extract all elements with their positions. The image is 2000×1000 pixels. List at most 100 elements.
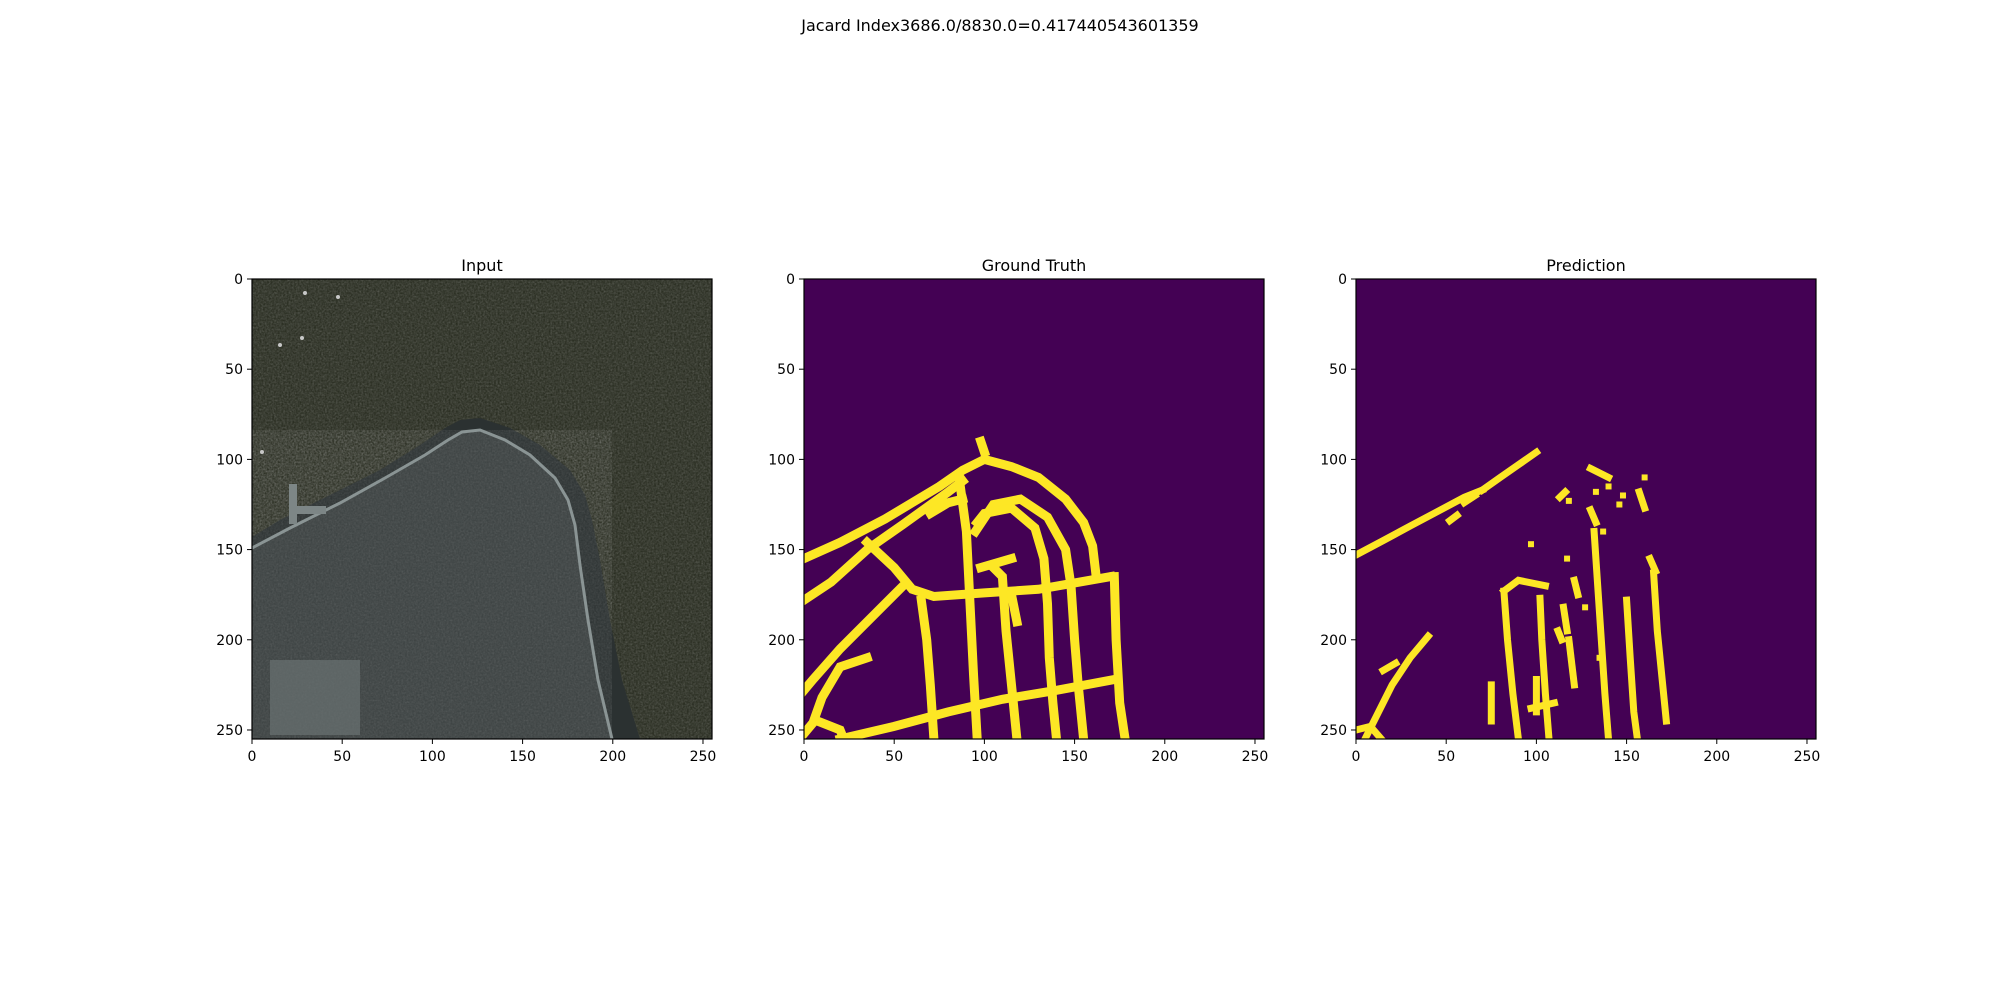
pier-deck [296,506,326,514]
input-x-tick-label: 100 [419,749,446,765]
ground-truth-road-segment [969,494,1089,739]
prediction-mask-speck [1619,492,1626,499]
ground-truth-road-segment [954,472,982,739]
prediction-road-segment [1585,463,1614,483]
prediction-road-segment [1477,447,1542,495]
prediction-road-segment [1634,487,1650,513]
prediction-road-segment [1645,553,1661,576]
ground-truth-x-tick-label: 200 [1151,749,1178,765]
prediction-road-segment [1585,505,1601,528]
ground-truth-road-segment [804,652,873,739]
prediction-mask-speck [1527,541,1534,548]
ground-truth-axes-frame [803,278,1265,740]
prediction-mask-speck [1592,488,1599,495]
prediction-mask-speck [1582,604,1589,611]
ground-truth-mask [804,435,1130,739]
panel-ground-truth: Ground Truth [804,256,1264,739]
prediction-x-tick-label: 150 [1613,749,1640,765]
prediction-mask-speck [1564,555,1571,562]
boat [260,450,264,454]
prediction-mask-speck [1641,474,1648,481]
prediction-mask-speck [1565,497,1572,504]
prediction-road-segment [1356,485,1487,559]
prediction-x-tick-label: 200 [1703,749,1730,765]
panel-title-ground-truth: Ground Truth [982,256,1087,275]
ground-truth-road-segment [987,561,1022,739]
input-y-tick-label: 250 [216,723,243,739]
figure-suptitle: Jacard Index3686.0/8830.0=0.417440543601… [801,16,1199,35]
ground-truth-road-segment [860,536,1116,602]
prediction-mask-speck [1596,654,1603,661]
prediction-road-segment [1590,527,1613,739]
prediction-road-segment [1622,596,1641,739]
prediction-mask-speck [1616,501,1623,508]
prediction-road-segment [1499,576,1550,596]
ground-truth-road-segment [924,493,969,520]
ground-truth-road-segment [804,454,1102,582]
prediction-y-tick-label: 100 [1320,452,1347,468]
ground-truth-x-tick-label: 100 [971,749,998,765]
prediction-road-segment [1553,626,1567,645]
coastal-road [252,428,614,739]
input-x-tick-label: 200 [599,749,626,765]
prediction-y-tick-label: 250 [1320,723,1347,739]
prediction-y-tick-label: 0 [1338,272,1347,288]
boat [303,291,307,295]
input-y-tick-label: 200 [216,633,243,649]
prediction-road-segment [1649,569,1671,725]
input-y-tick-label: 50 [225,362,243,378]
ground-truth-road-segment [975,553,1018,574]
ground-truth-road-segment [804,579,910,697]
ground-truth-x-tick-label: 50 [885,749,903,765]
ground-truth-road-segment [1109,571,1130,739]
panel-title-prediction: Prediction [1546,256,1625,275]
prediction-background [1356,279,1816,739]
input-x-tick-label: 0 [248,749,257,765]
prediction-road-segment [1565,635,1579,689]
ground-truth-road-segment [1006,589,1023,627]
prediction-mask-speck [1605,483,1612,490]
prediction-y-tick-label: 200 [1320,633,1347,649]
boat [336,295,340,299]
prediction-axes-frame [1355,278,1817,740]
input-y-tick-label: 100 [216,452,243,468]
ground-truth-y-tick-label: 150 [768,543,795,559]
prediction-road-segment [1570,576,1583,599]
ground-truth-road-segment [816,716,849,739]
input-axes-frame [251,278,713,740]
panel-input: Input [252,256,712,739]
input-satellite-image [252,279,712,739]
prediction-y-tick-label: 150 [1320,543,1347,559]
ground-truth-x-tick-label: 250 [1242,749,1269,765]
boat [278,343,282,347]
ground-truth-x-tick-label: 150 [1061,749,1088,765]
prediction-road-segment [1378,658,1401,676]
prediction-road-segment [1459,490,1480,508]
parking-lot [270,660,360,735]
prediction-y-tick-label: 50 [1329,362,1347,378]
ground-truth-y-tick-label: 0 [786,272,795,288]
panel-prediction: Prediction [1356,256,1816,739]
ground-truth-y-tick-label: 100 [768,452,795,468]
ground-truth-road-segment [975,435,991,458]
panel-title-input: Input [461,256,502,275]
boat [300,336,304,340]
prediction-x-tick-label: 50 [1437,749,1455,765]
ground-truth-road-segment [834,674,1120,739]
input-x-tick-label: 150 [509,749,536,765]
input-y-tick-label: 0 [234,272,243,288]
prediction-mask-speck [1600,528,1607,535]
pier [289,484,297,524]
ground-truth-road-segment [804,474,970,606]
prediction-road-segment [1444,510,1462,526]
input-x-tick-label: 250 [690,749,717,765]
prediction-road-segment [1500,587,1522,739]
ground-truth-y-tick-label: 200 [768,633,795,649]
prediction-mask [1356,447,1671,739]
input-x-tick-label: 50 [333,749,351,765]
prediction-x-tick-label: 250 [1794,749,1821,765]
prediction-road-segment [1356,722,1386,739]
ground-truth-x-tick-label: 0 [800,749,809,765]
axes-layer: 0 50 100 150 200 250 0 50 100 150 200 250 0 50 100 150 2… [216,272,1820,765]
